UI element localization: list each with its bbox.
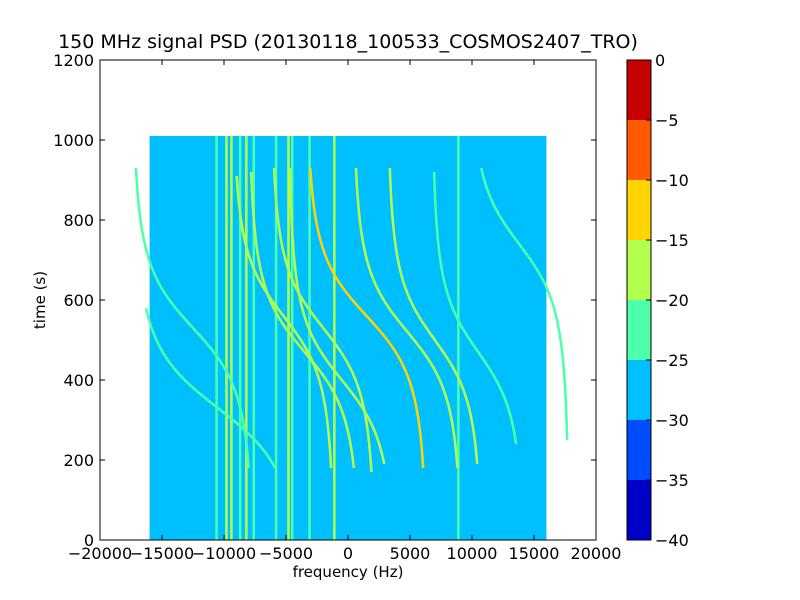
x-tick-label-4: 0 [343, 544, 353, 563]
colorbar-label-3: −25 [655, 351, 689, 370]
doppler-trace-5 [288, 167, 386, 465]
doppler-trace-1 [144, 307, 277, 469]
y-axis: 0 200 400 600 800 1000 1200 [53, 51, 596, 550]
y-tick-label-3: 600 [63, 291, 94, 310]
x-axis-label: frequency (Hz) [293, 563, 404, 581]
x-axis: −20000−15000−10000 −5000 0 5000 10000 15000 20… [68, 60, 622, 563]
plot-area: −20000−15000−10000 −5000 0 5000 10000 15000 20… [53, 51, 621, 563]
heatmap [134, 136, 569, 540]
colorbar-label-6: −10 [655, 171, 689, 190]
colorbar-band-2 [627, 360, 651, 420]
y-axis-label: time (s) [31, 271, 49, 329]
y-tick-label-6: 1200 [53, 51, 94, 70]
colorbar-band-7 [627, 60, 651, 120]
doppler-trace-7 [354, 167, 459, 469]
colorbar-band-3 [627, 300, 651, 360]
colorbar: −40 −35 −30 −25 −20 −15 −10 −5 0 [626, 51, 689, 550]
colorbar-band-4 [627, 240, 651, 300]
colorbar-band-1 [627, 420, 651, 480]
colorbar-label-8: 0 [655, 51, 665, 70]
doppler-trace-9 [432, 171, 518, 445]
y-tick-label-1: 200 [63, 451, 94, 470]
doppler-trace-3 [249, 171, 356, 469]
colorbar-label-7: −5 [655, 111, 679, 130]
colorbar-label-5: −15 [655, 231, 689, 250]
doppler-trace-10 [480, 167, 569, 441]
colorbar-band-0 [627, 480, 651, 540]
colorbar-band-5 [627, 180, 651, 240]
colorbar-label-2: −30 [655, 411, 689, 430]
colorbar-band-6 [627, 120, 651, 180]
x-tick-label-2: −10000 [192, 544, 256, 563]
doppler-trace-4 [272, 167, 373, 473]
y-tick-label-5: 1000 [53, 131, 94, 150]
chart-title: 150 MHz signal PSD (20130118_100533_COSM… [58, 31, 638, 53]
heatmap-background [149, 136, 547, 540]
x-tick-label-1: −15000 [130, 544, 194, 563]
colorbar-label-1: −35 [655, 471, 689, 490]
x-tick-label-5: 5000 [390, 544, 431, 563]
doppler-trace-6 [309, 167, 425, 469]
doppler-trace-8 [388, 167, 479, 465]
doppler-trace-0 [134, 167, 251, 469]
x-tick-label-7: 15000 [509, 544, 560, 563]
colorbar-label-4: −20 [655, 291, 689, 310]
x-tick-label-3: −5000 [259, 544, 313, 563]
y-tick-label-0: 0 [84, 531, 94, 550]
y-tick-label-2: 400 [63, 371, 94, 390]
doppler-trace-2 [235, 175, 333, 469]
colorbar-label-0: −40 [655, 531, 689, 550]
x-tick-label-0: −20000 [68, 544, 132, 563]
y-tick-label-4: 800 [63, 211, 94, 230]
x-tick-label-8: 20000 [571, 544, 622, 563]
x-tick-label-6: 10000 [447, 544, 498, 563]
